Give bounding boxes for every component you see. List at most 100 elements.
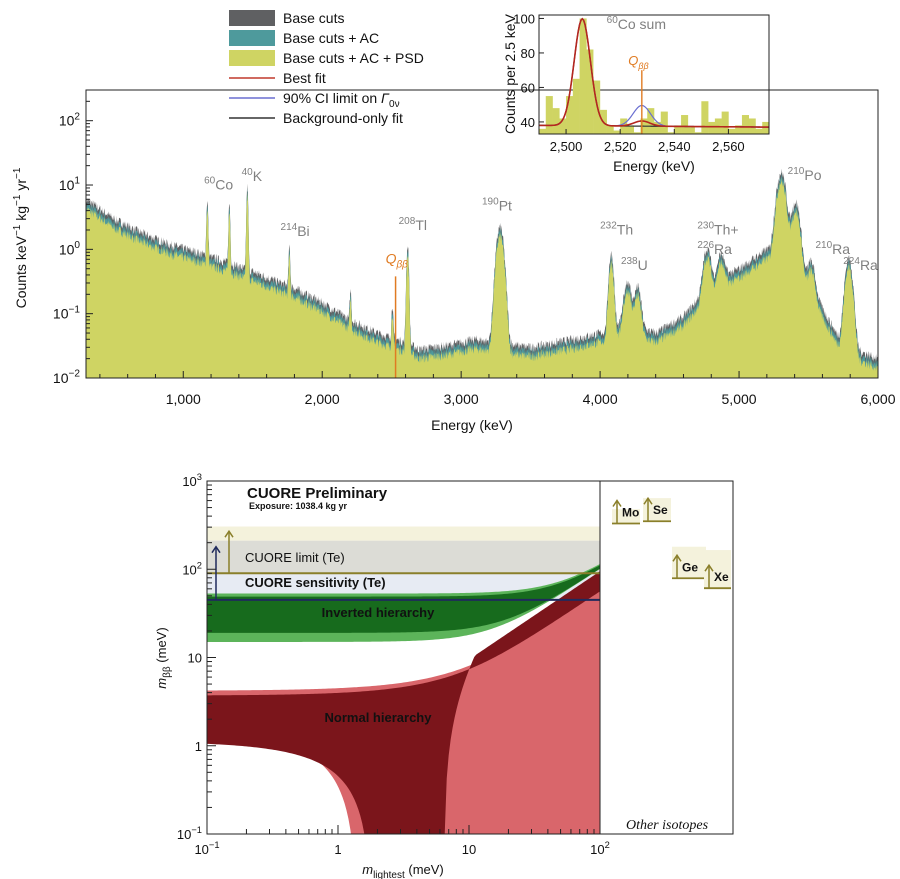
mass-plot-subtitle: Exposure: 1038.4 kg yr (249, 501, 348, 511)
spectrum-x-tick-label: 5,000 (722, 391, 757, 407)
qbb-label: Qββ (386, 251, 409, 271)
inset-bin (762, 121, 769, 134)
spectrum-panel: 60Co 40K 214Bi 208Tl 190Pt 232Th 238U 230Th+ 226… (12, 10, 896, 433)
peak-label: 230Th+ (697, 221, 738, 238)
cuore-limit-label: CUORE limit (Te) (245, 550, 345, 565)
legend-swatch (229, 50, 275, 66)
inset-bin (687, 127, 695, 134)
spectrum-y-tick-label: 101 (59, 176, 81, 193)
mass-y-axis-label: mββ (meV) (154, 627, 173, 688)
peak-label: 232Th (600, 221, 633, 238)
spectrum-x-tick-label: 4,000 (583, 391, 618, 407)
mass-panel: Mo Se Ge Xe 10−1 1 10 102 10−1 1 10 102 103 CUORE P… (154, 472, 734, 879)
inset-best-fit-line (539, 17, 769, 128)
spectrum-base-cuts-ac-psd (86, 177, 878, 378)
spectrum-x-axis-label: Energy (keV) (431, 417, 513, 433)
inset-x-tick-label: 2,540 (658, 139, 691, 154)
isotope-label: Mo (622, 505, 639, 519)
legend-label: Base cuts + AC (283, 30, 379, 46)
spectrum-y-tick-label: 100 (59, 240, 81, 257)
mass-x-tick-label: 102 (590, 840, 610, 857)
other-isotopes-label: Other isotopes (626, 818, 709, 833)
inset-y-tick-label: 40 (521, 115, 535, 130)
mass-x-axis-label: mlightest (meV) (362, 862, 444, 879)
inset-bin (539, 128, 547, 134)
inset-y-tick-label: 60 (521, 80, 535, 95)
inset-panel: 2,500 2,520 2,540 2,560 40 60 80 100 60Co sum Qββ… (502, 11, 770, 174)
inset-y-tick-label: 100 (513, 11, 535, 26)
inset-bin (586, 49, 594, 134)
legend-label: 90% CI limit on Γ0ν (283, 90, 400, 110)
peak-label: 40K (242, 167, 263, 184)
inset-bin (545, 96, 553, 134)
mass-y-tick-label: 1 (195, 739, 202, 754)
spectrum-x-tick-label: 3,000 (444, 391, 479, 407)
peak-label: 208Tl (399, 216, 427, 233)
inset-bin (755, 128, 763, 134)
mass-y-tick-label: 103 (182, 472, 202, 489)
inset-bin (667, 132, 675, 134)
inset-frame (538, 14, 770, 135)
spectrum-legend: Base cuts Base cuts + AC Base cuts + AC + … (229, 10, 424, 126)
inset-bin (708, 121, 716, 134)
legend-label: Base cuts (283, 10, 344, 26)
mass-x-tick-label: 1 (334, 842, 341, 857)
inset-bin (721, 111, 729, 134)
inset-co-sum-label: 60Co sum (607, 15, 666, 32)
inset-bin (633, 132, 641, 134)
normal-hierarchy-label: Normal hierarchy (325, 710, 433, 725)
peak-label: 60Co (204, 176, 233, 193)
mass-y-tick-label: 102 (182, 560, 202, 577)
spectrum-y-tick-label: 10−1 (53, 304, 80, 321)
isotope-label: Ge (682, 560, 698, 574)
isotope-arrowhead (612, 499, 622, 507)
inset-bin (741, 115, 750, 134)
legend-swatch (229, 30, 275, 46)
inset-bin (654, 121, 662, 134)
sensitivity-arrowhead (211, 545, 221, 554)
mass-x-tick-label: 10 (462, 842, 476, 857)
inset-x-tick-label: 2,520 (604, 139, 637, 154)
inset-bin (681, 115, 689, 134)
legend-label: Background-only fit (283, 110, 403, 126)
inset-bin (566, 96, 574, 134)
other-isotopes-frame (599, 480, 734, 835)
inset-bin (613, 130, 621, 134)
inset-axes: 2,500 2,520 2,540 2,560 40 60 80 100 60Co sum Qββ (513, 11, 744, 154)
inset-bin (735, 125, 743, 134)
inset-qbb-label: Qββ (628, 53, 648, 71)
cuore-sensitivity-label: CUORE sensitivity (Te) (245, 575, 386, 590)
legend-label: Base cuts + AC + PSD (283, 50, 424, 66)
mass-x-tick-label: 10−1 (194, 840, 219, 857)
isotope-band (643, 498, 671, 522)
inset-bin (701, 101, 709, 134)
inset-bin (660, 111, 668, 134)
inset-bin (593, 80, 601, 134)
normal-hierarchy-band (207, 571, 600, 834)
legend-label: Best fit (283, 70, 326, 86)
isotope-label: Xe (714, 570, 729, 584)
spectrum-x-tick-label: 2,000 (305, 391, 340, 407)
mass-plot-title: CUORE Preliminary (247, 485, 388, 502)
spectrum-y-tick-label: 102 (59, 111, 81, 128)
legend-swatch (229, 10, 275, 26)
inset-bin (674, 125, 682, 134)
inset-bin (626, 125, 635, 134)
isotope-arrowhead (704, 563, 714, 572)
peak-label: 210Po (788, 166, 822, 183)
isotope-arrowhead (643, 496, 653, 505)
inverted-hierarchy-label: Inverted hierarchy (322, 605, 435, 620)
spectrum-y-tick-label: 10−2 (53, 369, 80, 386)
spectrum-axes: 1,000 2,000 3,000 4,000 5,000 6,000 10−2 10−1 10… (53, 89, 896, 407)
inset-bin (694, 132, 702, 134)
peak-label: 224Ra (843, 256, 878, 273)
limit-arrowhead (224, 529, 234, 538)
inset-x-axis-label: Energy (keV) (613, 158, 695, 174)
inset-plot-area (539, 17, 769, 134)
inset-y-axis-label: Counts per 2.5 keV (502, 13, 518, 134)
spectrum-x-tick-label: 6,000 (860, 391, 895, 407)
mass-y-tick-label: 10−1 (177, 825, 202, 842)
inset-bin (579, 18, 587, 134)
